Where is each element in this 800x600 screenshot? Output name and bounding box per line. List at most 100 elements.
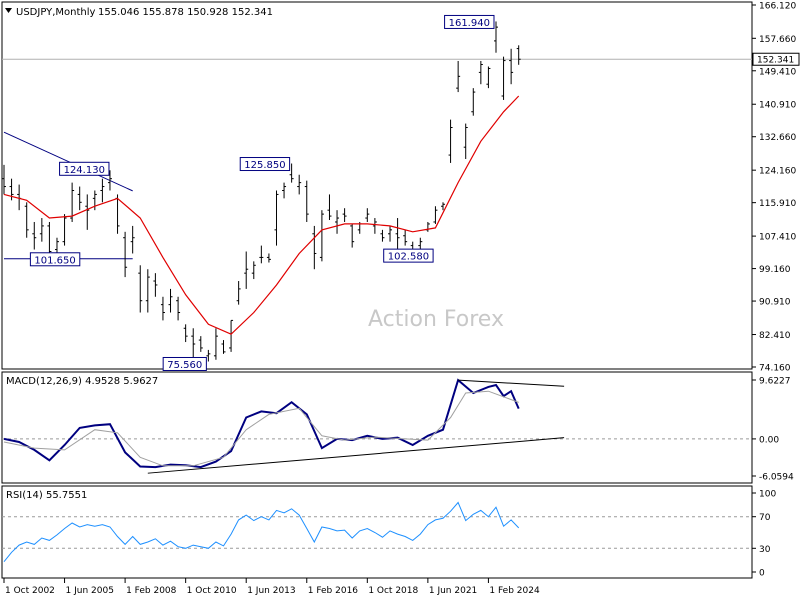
macd-trendlines xyxy=(147,379,565,474)
price-y-tick-label: 82.410 xyxy=(759,331,791,341)
watermark: Action Forex xyxy=(368,307,504,332)
price-bar-10 xyxy=(77,186,82,211)
macd-y-tick-label: 0.00 xyxy=(759,435,779,445)
x-tick-label: 1 Jun 2005 xyxy=(66,586,114,596)
price-bar-44 xyxy=(335,210,340,234)
price-y-tick-label: 132.660 xyxy=(759,133,796,143)
price-label-text: 102.580 xyxy=(388,252,429,263)
price-bar-0 xyxy=(2,164,6,195)
price-label-3: 101.650 xyxy=(29,252,81,267)
rsi-series xyxy=(3,501,520,563)
price-bar-4 xyxy=(32,221,37,250)
price-bar-25 xyxy=(191,328,196,358)
price-y-tick-label: 90.910 xyxy=(759,298,791,308)
price-bar-40 xyxy=(304,180,309,222)
macd-trendline-1 xyxy=(458,379,565,387)
macd-trendline-0 xyxy=(147,437,565,474)
price-bar-68 xyxy=(516,45,521,65)
price-label-box xyxy=(444,14,495,29)
price-label-text: 125.850 xyxy=(244,160,285,171)
price-bar-11 xyxy=(85,194,90,230)
rsi-y-tick-label: 0 xyxy=(759,569,765,579)
price-bar-58 xyxy=(441,202,446,211)
moving-average-line xyxy=(3,95,520,335)
dropdown-triangle-icon[interactable] xyxy=(5,8,12,13)
symbol-timeframe: USDJPY,Monthly xyxy=(16,7,96,18)
x-tick-label: 1 Oct 2010 xyxy=(187,586,237,596)
price-y-tick-label: 166.120 xyxy=(759,2,796,12)
price-bar-17 xyxy=(130,225,135,254)
price-bar-42 xyxy=(319,210,324,262)
price-bar-64 xyxy=(486,66,491,89)
price-bar-46 xyxy=(350,223,355,248)
price-label-box xyxy=(383,248,434,263)
rsi-title: RSI(14) 55.7551 xyxy=(6,490,87,501)
price-bar-3 xyxy=(24,202,29,238)
price-bar-9 xyxy=(70,182,75,222)
price-y-tick-label: 140.910 xyxy=(759,101,796,111)
rsi-panel xyxy=(1,485,753,579)
price-bar-62 xyxy=(471,88,476,116)
price-bar-50 xyxy=(380,229,385,242)
price-bar-45 xyxy=(342,208,347,222)
price-bar-12 xyxy=(92,190,97,211)
price-label-4: 102.580 xyxy=(383,248,434,263)
price-moving-average xyxy=(3,95,520,335)
rsi-y-tick-label: 30 xyxy=(759,545,771,555)
x-tick-label: 1 Jun 2013 xyxy=(247,586,295,596)
price-panel xyxy=(1,1,753,370)
price-y-tick-label: 99.160 xyxy=(759,265,791,275)
price-bar-31 xyxy=(236,281,241,305)
rsi-y-tick-label: 100 xyxy=(759,490,776,500)
price-bar-41 xyxy=(312,225,317,270)
price-bar-37 xyxy=(282,182,287,199)
x-tick-label: 1 Oct 2018 xyxy=(368,586,418,596)
macd-series xyxy=(2,378,752,469)
price-bar-21 xyxy=(160,296,165,321)
price-bar-53 xyxy=(403,229,408,246)
price-bar-38 xyxy=(289,163,294,183)
price-bar-39 xyxy=(297,174,302,195)
price-y-axis: 166.120 157.660 149.410 140.910 132.660 124.1… xyxy=(752,2,800,374)
price-label-1: 124.130 xyxy=(59,161,110,176)
price-bar-26 xyxy=(198,336,203,352)
header: USDJPY,Monthly 155.046 155.878 150.928 1… xyxy=(5,7,273,18)
price-label-text: 101.650 xyxy=(34,255,75,266)
rsi-levels xyxy=(2,516,752,549)
price-bar-57 xyxy=(433,206,438,224)
price-label-text: 124.130 xyxy=(64,165,105,176)
price-label-2: 125.850 xyxy=(239,157,291,172)
price-bar-35 xyxy=(266,253,271,263)
price-bar-65 xyxy=(493,21,498,53)
price-bar-61 xyxy=(463,123,468,159)
x-tick-label: 1 Jun 2021 xyxy=(429,586,477,596)
price-bar-32 xyxy=(244,251,249,289)
price-bar-29 xyxy=(221,340,226,354)
price-label-text: 161.940 xyxy=(449,18,490,29)
price-label-box xyxy=(239,157,291,172)
macd-series-signal xyxy=(3,390,519,467)
price-bar-59 xyxy=(448,119,453,163)
price-y-tick-label: 115.910 xyxy=(759,199,796,209)
price-y-tick-label: 149.410 xyxy=(759,67,796,77)
current-price-tag xyxy=(752,52,800,66)
price-label-text: 75.560 xyxy=(167,360,202,371)
price-bar-14 xyxy=(107,170,112,191)
price-bar-49 xyxy=(372,218,377,234)
price-label-0: 161.940 xyxy=(444,14,495,29)
price-label-box xyxy=(59,161,110,176)
macd-panel xyxy=(1,371,753,484)
rsi-y-tick-label: 70 xyxy=(759,513,771,523)
current-price-label: 152.341 xyxy=(757,56,794,66)
price-bar-60 xyxy=(456,60,461,93)
price-bar-23 xyxy=(176,296,181,321)
price-bar-20 xyxy=(153,273,158,297)
price-bar-51 xyxy=(388,225,393,242)
price-y-tick-label: 74.160 xyxy=(759,364,791,374)
price-bar-33 xyxy=(251,261,256,280)
price-bar-13 xyxy=(100,178,105,203)
price-label-box xyxy=(29,252,81,267)
price-bar-66 xyxy=(501,56,506,100)
price-bar-24 xyxy=(183,324,188,343)
